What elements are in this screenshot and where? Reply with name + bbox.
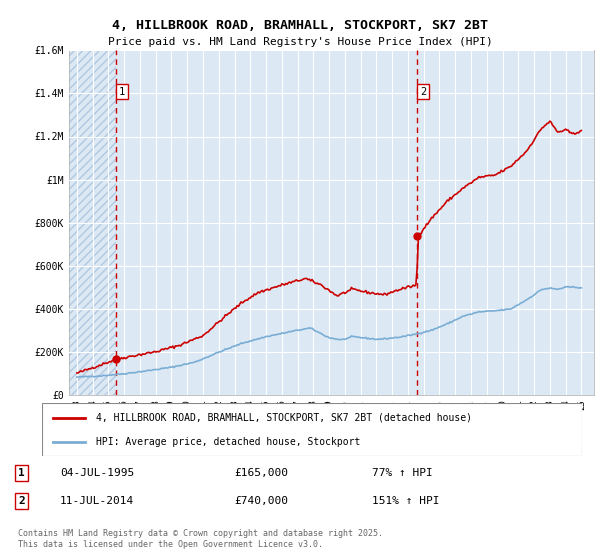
Text: Contains HM Land Registry data © Crown copyright and database right 2025.
This d: Contains HM Land Registry data © Crown c… xyxy=(18,529,383,549)
Text: HPI: Average price, detached house, Stockport: HPI: Average price, detached house, Stoc… xyxy=(96,437,361,447)
Text: £740,000: £740,000 xyxy=(234,496,288,506)
Text: 1: 1 xyxy=(18,468,25,478)
Text: 151% ↑ HPI: 151% ↑ HPI xyxy=(372,496,439,506)
Text: £165,000: £165,000 xyxy=(234,468,288,478)
Text: 04-JUL-1995: 04-JUL-1995 xyxy=(60,468,134,478)
Text: 4, HILLBROOK ROAD, BRAMHALL, STOCKPORT, SK7 2BT: 4, HILLBROOK ROAD, BRAMHALL, STOCKPORT, … xyxy=(112,18,488,32)
Text: 11-JUL-2014: 11-JUL-2014 xyxy=(60,496,134,506)
Bar xyxy=(69,50,116,395)
Text: 2: 2 xyxy=(18,496,25,506)
Text: 1: 1 xyxy=(119,87,125,97)
Text: 77% ↑ HPI: 77% ↑ HPI xyxy=(372,468,433,478)
Text: Price paid vs. HM Land Registry's House Price Index (HPI): Price paid vs. HM Land Registry's House … xyxy=(107,37,493,47)
Text: 4, HILLBROOK ROAD, BRAMHALL, STOCKPORT, SK7 2BT (detached house): 4, HILLBROOK ROAD, BRAMHALL, STOCKPORT, … xyxy=(96,413,472,423)
Text: 2: 2 xyxy=(420,87,426,97)
FancyBboxPatch shape xyxy=(42,403,582,456)
